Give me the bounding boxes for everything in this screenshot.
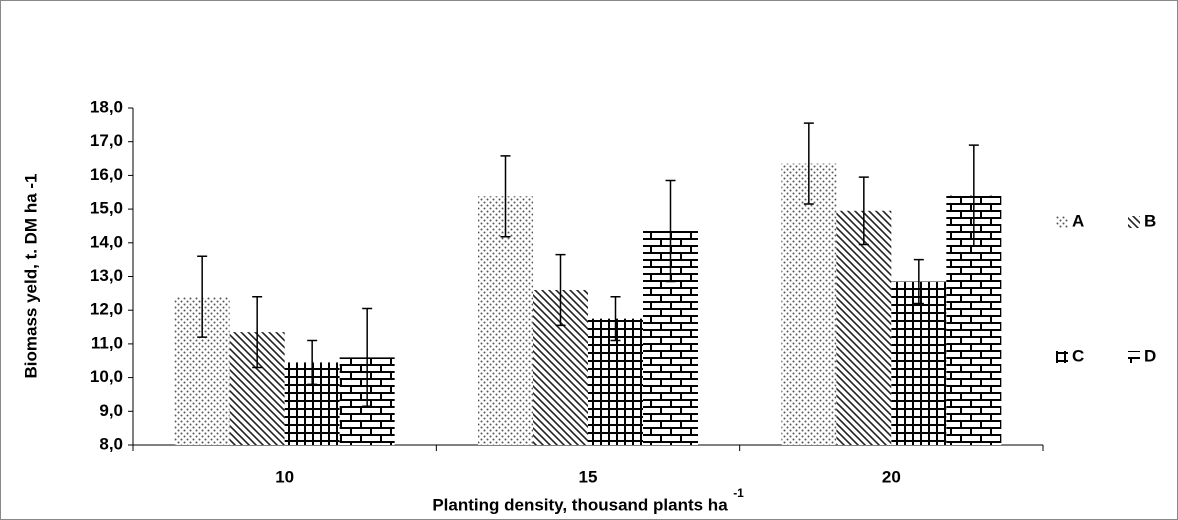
- legend-label: B: [1144, 211, 1156, 230]
- error-bar: [610, 295, 621, 342]
- y-tick-label: 9,0: [99, 401, 123, 420]
- x-axis-label: Planting density, thousand plants ha: [432, 495, 728, 514]
- legend-label: D: [1144, 346, 1156, 365]
- legend-label: C: [1072, 346, 1084, 365]
- bar: [836, 210, 892, 445]
- bar: [891, 281, 947, 445]
- error-bar: [858, 176, 869, 246]
- bar: [781, 163, 837, 446]
- y-tick-label: 13,0: [90, 266, 123, 285]
- y-tick-label: 11,0: [91, 333, 123, 352]
- x-tick-label: 20: [882, 467, 901, 486]
- error-bar: [362, 307, 373, 407]
- y-tick-label: 17,0: [90, 131, 123, 150]
- y-tick-label: 15,0: [90, 199, 123, 218]
- error-bar: [197, 255, 208, 338]
- y-tick-label: 8,0: [99, 434, 123, 453]
- legend-label: A: [1072, 211, 1084, 230]
- legend-swatch: [1056, 351, 1068, 363]
- y-tick-label: 10,0: [90, 367, 123, 386]
- error-bar: [307, 339, 318, 386]
- y-tick-label: 16,0: [90, 165, 123, 184]
- legend-swatch: [1056, 216, 1068, 228]
- x-axis-label-superscript: -1: [733, 486, 744, 500]
- error-bar: [968, 144, 979, 247]
- error-bar: [665, 179, 676, 283]
- y-tick-label: 14,0: [90, 232, 123, 251]
- y-axis-label: Biomass yeld, t. DM ha -1: [21, 174, 40, 379]
- error-bar: [500, 155, 511, 238]
- bar: [478, 196, 533, 445]
- y-tick-label: 18,0: [90, 97, 123, 116]
- legend-swatch: [1128, 351, 1140, 363]
- x-tick-label: 10: [275, 467, 294, 486]
- y-tick-label: 12,0: [90, 300, 123, 319]
- x-tick-label: 15: [579, 467, 598, 486]
- legend-swatch: [1128, 216, 1140, 228]
- error-bar: [913, 258, 924, 305]
- error-bar: [555, 253, 566, 327]
- error-bar: [803, 122, 814, 205]
- error-bar: [252, 295, 263, 369]
